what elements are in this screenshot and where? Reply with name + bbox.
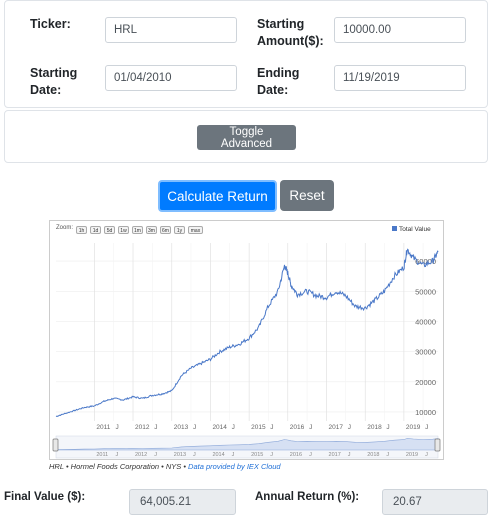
annual-return-label: Annual Return (%): bbox=[255, 491, 360, 503]
final-value-output: 64,005.21 bbox=[129, 489, 236, 515]
starting-date-label-line1: Starting bbox=[30, 66, 78, 80]
zoom-button-1h[interactable]: 1h bbox=[76, 226, 87, 234]
navigator-tick-label: 2018 bbox=[367, 452, 379, 458]
starting-amount-label-line1: Starting bbox=[257, 17, 305, 31]
x-tick-label: J bbox=[154, 424, 157, 431]
navigator-tick-label: J bbox=[116, 452, 119, 458]
starting-amount-label-line2: Amount($): bbox=[257, 34, 324, 48]
chart-canvas: 10000 20000 30000 40000 50000 60000 2011 J 2012… bbox=[52, 226, 441, 459]
data-provider-link[interactable]: Data provided by IEX Cloud bbox=[188, 462, 281, 471]
navigator-ticks: 2011 J 2012 J 2013 J 2014 J 2015 J 2016 J 2017 J 2018 J… bbox=[96, 452, 428, 458]
x-tick-label: 2014 bbox=[212, 424, 227, 431]
navigator-tick-label: 2012 bbox=[135, 452, 147, 458]
annual-return-output: 20.67 bbox=[382, 489, 488, 515]
navigator-tick-label: J bbox=[425, 452, 428, 458]
legend-label: Total Value bbox=[399, 226, 431, 233]
legend-swatch bbox=[392, 226, 397, 231]
ending-date-label-line1: Ending bbox=[257, 66, 300, 80]
parameters-card: Ticker: Starting Amount($): Starting Dat… bbox=[4, 0, 488, 108]
stock-chart: Zoom: 1h 1d 5d 1w 1m 3m 6m 1y max 10000 20000 3000… bbox=[49, 220, 444, 460]
x-tick-label: 2018 bbox=[367, 424, 382, 431]
x-tick-label: 2017 bbox=[329, 424, 344, 431]
toggle-advanced-button[interactable]: Toggle Advanced bbox=[197, 125, 296, 150]
final-value-label: Final Value ($): bbox=[4, 491, 86, 503]
zoom-button-5d[interactable]: 5d bbox=[104, 226, 115, 234]
x-tick-label: J bbox=[232, 424, 235, 431]
zoom-button-6m[interactable]: 6m bbox=[160, 226, 171, 234]
navigator-tick-label: J bbox=[232, 452, 235, 458]
x-tick-label: 2013 bbox=[174, 424, 189, 431]
ticker-input[interactable] bbox=[105, 17, 237, 43]
x-tick-label: J bbox=[425, 424, 428, 431]
credit-text: HRL • Hormel Foods Corporation • NYS • bbox=[49, 462, 189, 471]
starting-amount-input[interactable] bbox=[334, 17, 466, 43]
zoom-button-3m[interactable]: 3m bbox=[146, 226, 157, 234]
navigator-right-handle[interactable] bbox=[434, 438, 441, 452]
x-tick-label: J bbox=[193, 424, 196, 431]
navigator[interactable]: 2011 J 2012 J 2013 J 2014 J 2015 J 2016 J 2017 J 2018 J… bbox=[52, 435, 441, 459]
zoom-label: Zoom: bbox=[56, 225, 74, 231]
x-tick-label: 2011 bbox=[96, 424, 110, 431]
navigator-tick-label: J bbox=[193, 452, 196, 458]
zoom-button-1d[interactable]: 1d bbox=[90, 226, 101, 234]
ending-date-label-line2: Date: bbox=[257, 83, 289, 97]
navigator-tick-label: 2011 bbox=[96, 452, 108, 458]
y-tick-label: 50000 bbox=[415, 287, 436, 296]
navigator-tick-label: J bbox=[309, 452, 312, 458]
y-axis-ticks: 10000 20000 30000 40000 50000 60000 bbox=[415, 257, 436, 417]
starting-date-input[interactable] bbox=[105, 65, 237, 91]
navigator-tick-label: J bbox=[154, 452, 157, 458]
navigator-tick-label: J bbox=[270, 452, 273, 458]
y-tick-label: 10000 bbox=[415, 408, 436, 417]
y-tick-label: 40000 bbox=[415, 317, 436, 326]
x-tick-label: J bbox=[116, 424, 119, 431]
navigator-tick-label: 2014 bbox=[212, 452, 224, 458]
x-tick-label: J bbox=[309, 424, 312, 431]
x-tick-label: J bbox=[348, 424, 351, 431]
y-tick-label: 30000 bbox=[415, 348, 436, 357]
x-tick-label: 2015 bbox=[251, 424, 266, 431]
starting-amount-label: Starting Amount($): bbox=[257, 16, 324, 50]
x-axis-ticks: 2011 J 2012 J 2013 J 2014 J 2015 J 2016 J 2017 J 2018 J… bbox=[96, 424, 428, 431]
zoom-button-1m[interactable]: 1m bbox=[132, 226, 143, 234]
x-tick-label: J bbox=[270, 424, 273, 431]
navigator-tick-label: 2019 bbox=[406, 452, 418, 458]
navigator-tick-label: 2016 bbox=[290, 452, 302, 458]
ending-date-label: Ending Date: bbox=[257, 65, 299, 99]
chart-grid bbox=[56, 243, 438, 421]
navigator-area bbox=[55, 438, 439, 451]
advanced-card: Toggle Advanced bbox=[4, 110, 488, 163]
starting-date-label: Starting Date: bbox=[30, 65, 77, 99]
calculate-return-button[interactable]: Calculate Return bbox=[158, 180, 277, 212]
ending-date-input[interactable] bbox=[334, 65, 466, 91]
ticker-label: Ticker: bbox=[30, 17, 71, 31]
starting-date-label-line2: Date: bbox=[30, 83, 62, 97]
navigator-tick-label: 2017 bbox=[329, 452, 341, 458]
zoom-button-1w[interactable]: 1w bbox=[118, 226, 129, 234]
navigator-tick-label: 2013 bbox=[174, 452, 186, 458]
legend: Total Value bbox=[392, 226, 431, 233]
x-tick-label: J bbox=[386, 424, 389, 431]
zoom-button-max[interactable]: max bbox=[188, 226, 203, 234]
y-tick-label: 60000 bbox=[415, 257, 436, 266]
navigator-tick-label: J bbox=[386, 452, 389, 458]
zoom-button-1y[interactable]: 1y bbox=[174, 226, 185, 234]
chart-credit: HRL • Hormel Foods Corporation • NYS • D… bbox=[49, 462, 281, 471]
x-tick-label: 2012 bbox=[135, 424, 150, 431]
series-line-total-value bbox=[55, 248, 439, 417]
x-tick-label: 2016 bbox=[290, 424, 305, 431]
navigator-tick-label: J bbox=[348, 452, 351, 458]
y-tick-label: 20000 bbox=[415, 378, 436, 387]
navigator-left-handle[interactable] bbox=[52, 438, 59, 452]
reset-button[interactable]: Reset bbox=[280, 180, 334, 211]
x-tick-label: 2019 bbox=[406, 424, 421, 431]
navigator-tick-label: 2015 bbox=[251, 452, 263, 458]
